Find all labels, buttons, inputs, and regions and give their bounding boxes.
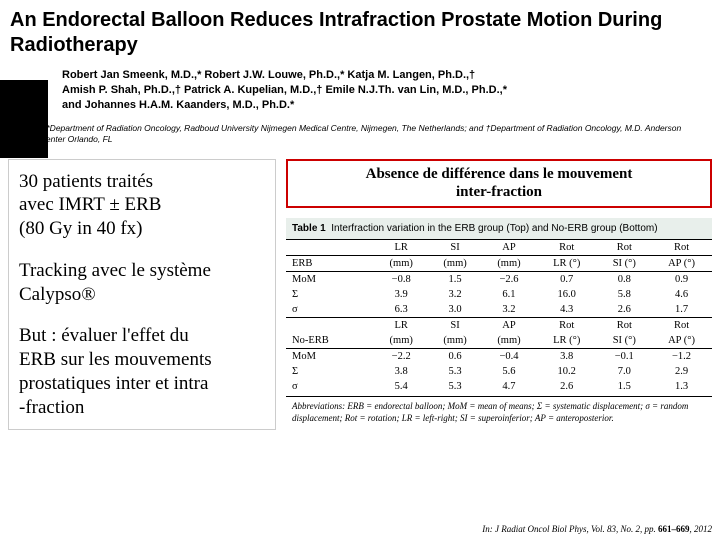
p1c: (80 Gy in 40 fx) [19,218,142,239]
sub1-c4: LR (°) [536,256,598,272]
th-c4: Rot [536,240,598,256]
sub1-c6: AP (°) [651,256,712,272]
sub1-c2: (mm) [428,256,482,272]
table-caption: Table 1 Interfraction variation in the E… [286,218,712,239]
p2b: Calypso® [19,284,96,305]
sub1-c5: SI (°) [598,256,652,272]
row-sigma1: σ 6.3 3.0 3.2 4.3 2.6 1.7 [286,302,712,318]
citation-prefix: In: J Radiat Oncol Biol Phys, Vol. 83, N… [482,524,658,534]
p3d: -fraction [19,397,84,418]
authors: Robert Jan Smeenk, M.D.,* Robert J.W. Lo… [10,68,710,113]
p3c: prostatiques inter et intra [19,373,208,394]
th-c2: SI [428,240,482,256]
p1a: 30 patients traités [19,171,153,192]
left-text-box: 30 patients traités avec IMRT ± ERB (80 … [8,159,276,431]
sub1-c3: (mm) [482,256,536,272]
caption-bold: Table 1 [292,223,326,234]
authors-line3: and Johannes H.A.M. Kaanders, M.D., Ph.D… [62,99,294,111]
th-c1: LR [374,240,428,256]
authors-line1: Robert Jan Smeenk, M.D.,* Robert J.W. Lo… [62,69,475,81]
row-mom1: MoM −0.8 1.5 −2.6 0.7 0.8 0.9 [286,272,712,288]
affiliations: From the *Department of Radiation Oncolo… [10,123,710,145]
row-Sigma1: Σ 3.9 3.2 6.1 16.0 5.8 4.6 [286,287,712,302]
authors-line2: Amish P. Shah, Ph.D.,† Patrick A. Kupeli… [62,84,507,96]
highlight-a: Absence de différence dans le mouvement [366,166,633,182]
row-Sigma2: Σ 3.8 5.3 5.6 10.2 7.0 2.9 [286,364,712,379]
sub-row-noerb: No-ERB (mm) (mm) (mm) LR (°) SI (°) AP (… [286,333,712,349]
row-sigma2: σ 5.4 5.3 4.7 2.6 1.5 1.3 [286,379,712,394]
highlight-box: Absence de différence dans le mouvement … [286,159,712,209]
sub1-c1: (mm) [374,256,428,272]
th-c6: Rot [651,240,712,256]
paper-header: An Endorectal Balloon Reduces Intrafract… [0,0,720,149]
sub-row-erb: ERB (mm) (mm) (mm) LR (°) SI (°) AP (°) [286,256,712,272]
p3b: ERB sur les mouvements [19,349,212,370]
data-table: LR SI AP Rot Rot Rot ERB (mm) (mm) (mm) … [286,239,712,394]
highlight-b: inter-fraction [456,184,542,200]
th-blank [286,240,374,256]
p3a: But : évaluer l'effet du [19,325,189,346]
black-mask [0,80,48,158]
abbreviations: Abbreviations: ERB = endorectal balloon;… [286,396,712,424]
table-head-row: LR SI AP Rot Rot Rot [286,240,712,256]
th-c5: Rot [598,240,652,256]
p1b: avec IMRT ± ERB [19,194,161,215]
paper-title: An Endorectal Balloon Reduces Intrafract… [10,8,710,58]
citation-year: , 2012 [690,524,713,534]
sub-row-noerb-h: LR SI AP Rot Rot Rot [286,318,712,334]
citation: In: J Radiat Oncol Biol Phys, Vol. 83, N… [482,524,712,534]
p2a: Tracking avec le système [19,260,211,281]
content-row: 30 patients traités avec IMRT ± ERB (80 … [0,149,720,431]
caption-rest: Interfraction variation in the ERB group… [331,223,657,234]
th-c3: AP [482,240,536,256]
row-mom2: MoM −2.2 0.6 −0.4 3.8 −0.1 −1.2 [286,349,712,365]
citation-pages: 661–669 [658,524,690,534]
sub1-label: ERB [286,256,374,272]
right-column: Absence de différence dans le mouvement … [286,159,712,431]
